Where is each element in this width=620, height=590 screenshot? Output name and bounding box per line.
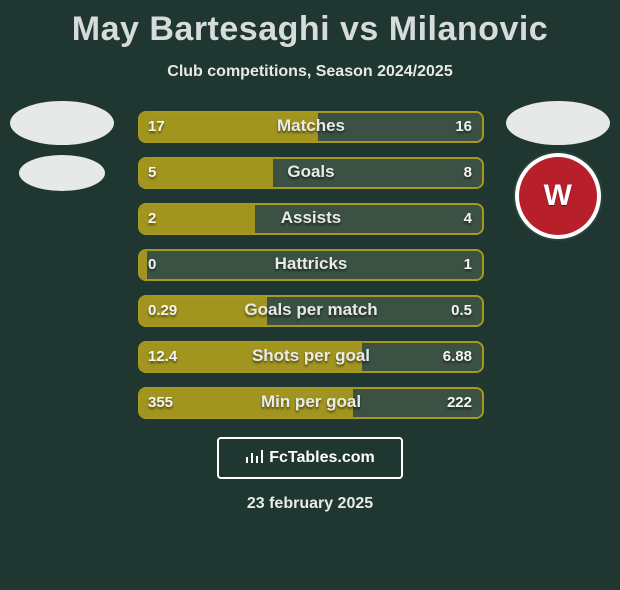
brand-text: FcTables.com xyxy=(269,449,375,467)
bar-track xyxy=(138,249,484,281)
stat-value-right: 16 xyxy=(455,111,472,143)
bar-fill-right xyxy=(269,159,482,187)
chart-icon xyxy=(245,447,263,470)
stat-value-right: 4 xyxy=(464,203,472,235)
bar-track xyxy=(138,203,484,235)
bar-track xyxy=(138,111,484,143)
stat-value-left: 12.4 xyxy=(148,341,177,373)
bar-track xyxy=(138,387,484,419)
bar-fill-right xyxy=(263,297,482,325)
stat-row: 1716Matches xyxy=(0,111,620,143)
bar-fill-right xyxy=(251,205,482,233)
stat-value-right: 0.5 xyxy=(451,295,472,327)
stat-row: 24Assists xyxy=(0,203,620,235)
stat-row: 12.46.88Shots per goal xyxy=(0,341,620,373)
stat-value-left: 5 xyxy=(148,157,156,189)
page-title: May Bartesaghi vs Milanovic xyxy=(0,10,620,49)
stat-value-right: 6.88 xyxy=(443,341,472,373)
stat-value-right: 1 xyxy=(464,249,472,281)
bar-fill-left xyxy=(140,159,273,187)
stat-row: 58Goals xyxy=(0,157,620,189)
stat-row: 0.290.5Goals per match xyxy=(0,295,620,327)
stat-value-right: 8 xyxy=(464,157,472,189)
bar-fill-left xyxy=(140,113,318,141)
stat-row: 355222Min per goal xyxy=(0,387,620,419)
brand-footer[interactable]: FcTables.com xyxy=(217,437,403,479)
stat-value-left: 0 xyxy=(148,249,156,281)
stat-value-left: 2 xyxy=(148,203,156,235)
bar-fill-right xyxy=(143,251,482,279)
bar-track xyxy=(138,341,484,373)
bar-fill-left xyxy=(140,205,255,233)
stat-value-left: 17 xyxy=(148,111,165,143)
stat-value-right: 222 xyxy=(447,387,472,419)
comparison-bars: W 1716Matches58Goals24Assists01Hattricks… xyxy=(0,111,620,419)
bar-fill-left xyxy=(140,251,147,279)
stat-value-left: 355 xyxy=(148,387,173,419)
stat-row: 01Hattricks xyxy=(0,249,620,281)
date-text: 23 february 2025 xyxy=(0,495,620,513)
bar-track xyxy=(138,157,484,189)
stat-value-left: 0.29 xyxy=(148,295,177,327)
bar-track xyxy=(138,295,484,327)
page-subtitle: Club competitions, Season 2024/2025 xyxy=(0,63,620,81)
